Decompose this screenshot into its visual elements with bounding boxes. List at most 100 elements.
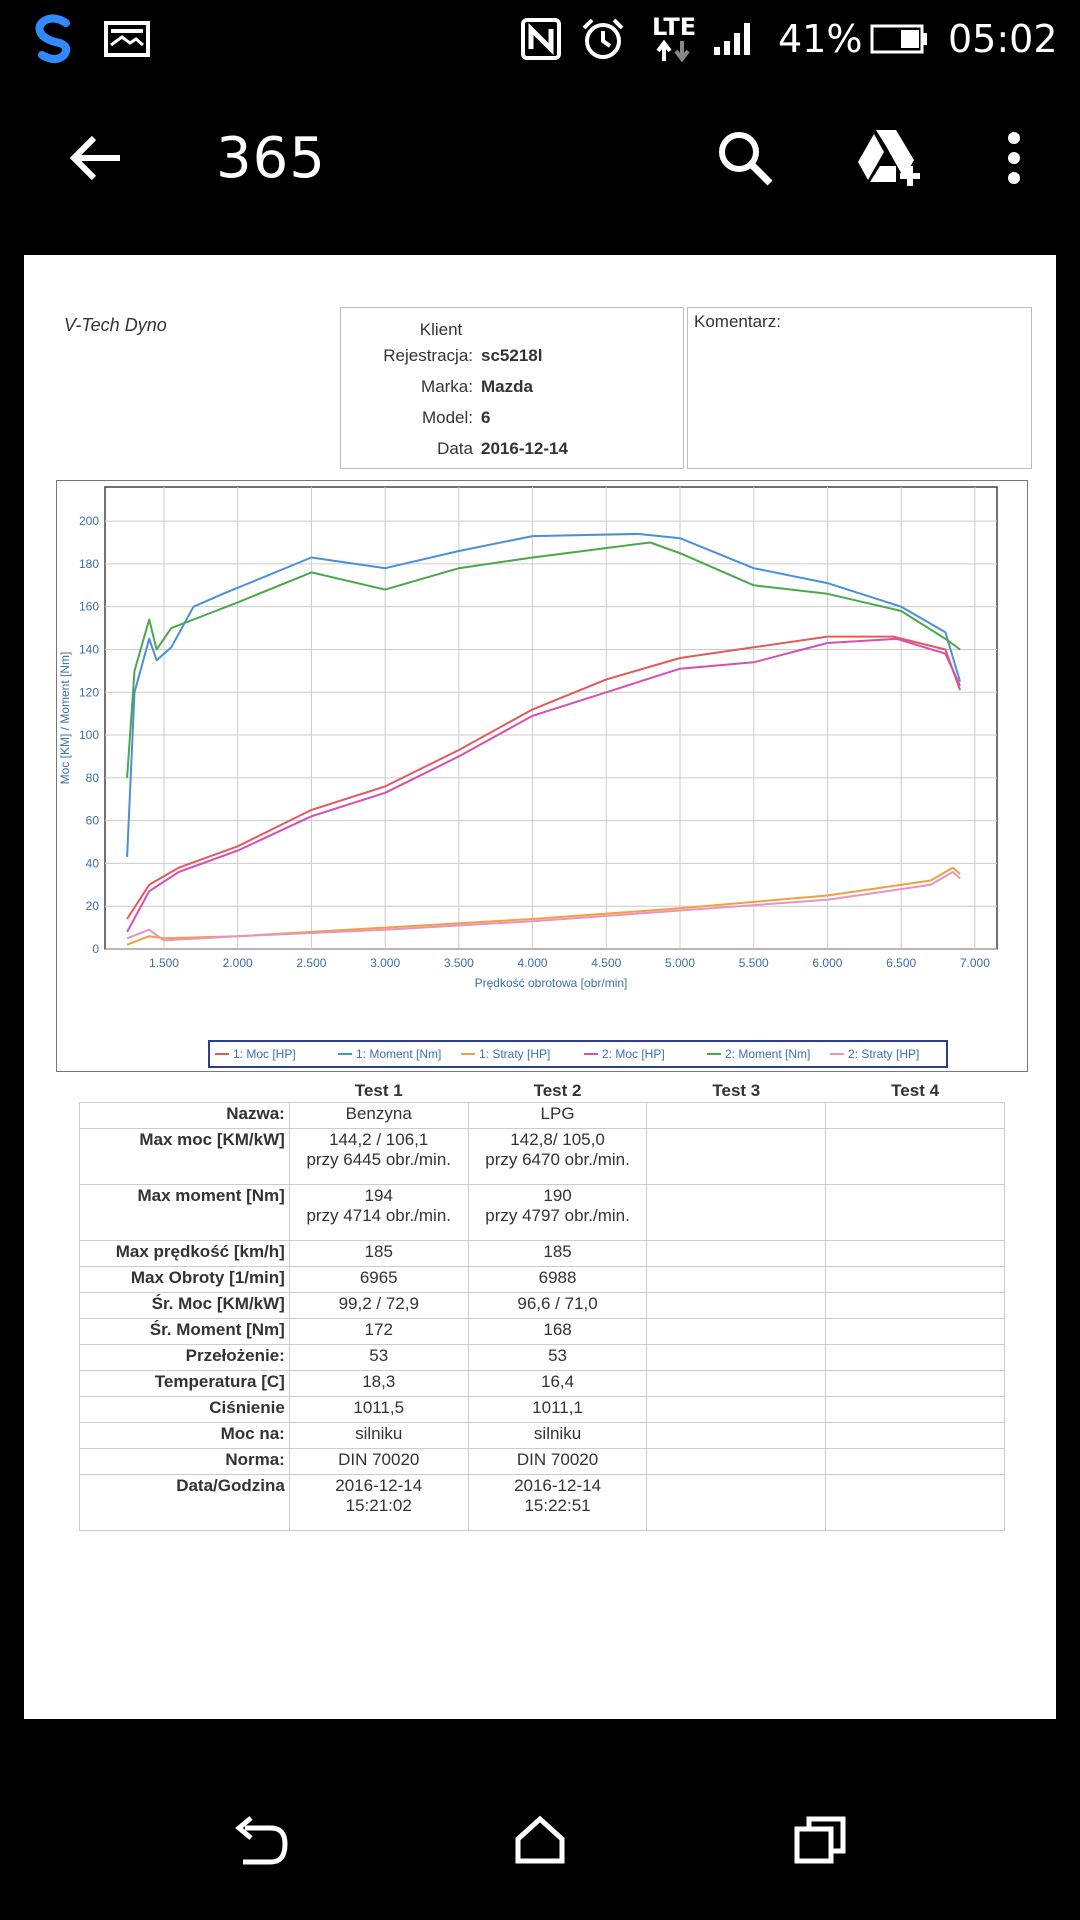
results-cell: 16,4 (467, 1370, 648, 1397)
signal-icon (712, 0, 756, 78)
results-row: Nazwa: Benzyna LPG (79, 1102, 1005, 1129)
results-cell: 185 (467, 1240, 648, 1267)
results-cell (825, 1344, 1005, 1371)
document-page[interactable]: V-Tech Dyno Klient Rejestracja: sc5218l … (24, 255, 1056, 1719)
home-nav-icon (515, 1815, 565, 1864)
y-tick-label: 200 (79, 514, 99, 528)
y-tick-label: 20 (86, 899, 100, 913)
results-cell (646, 1474, 827, 1531)
back-arrow-icon (70, 135, 120, 181)
results-row: Śr. Moment [Nm] 172 168 (79, 1318, 1005, 1345)
results-row: Max prędkość [km/h] 185 185 (79, 1240, 1005, 1267)
x-axis-label: Prędkość obrotowa [obr/min] (475, 976, 628, 990)
legend-item: 2: Moc [HP] (602, 1047, 665, 1061)
client-field-label: Data (437, 439, 473, 458)
y-tick-label: 60 (86, 814, 100, 828)
home-nav-button[interactable] (460, 1760, 620, 1920)
y-tick-label: 0 (92, 942, 99, 956)
results-cell: 18,3 (288, 1370, 469, 1397)
results-cell (825, 1396, 1005, 1423)
legend-item: 1: Moment [Nm] (356, 1047, 441, 1061)
comment-box: Komentarz: (687, 307, 1032, 469)
results-cell: 96,6 / 71,0 (467, 1292, 648, 1319)
lte-data-icon: LTE (652, 0, 696, 78)
results-cell (646, 1102, 827, 1129)
x-tick-label: 7.000 (960, 956, 990, 970)
results-row: Norma: DIN 70020 DIN 70020 (79, 1448, 1005, 1475)
client-field-value: sc5218l (481, 346, 543, 365)
results-row: Śr. Moc [KM/kW] 99,2 / 72,9 96,6 / 71,0 (79, 1292, 1005, 1319)
gallery-icon (104, 0, 150, 78)
results-cell (825, 1474, 1005, 1531)
lte-label: LTE (652, 13, 697, 41)
results-header-blank (80, 1080, 290, 1103)
back-nav-button[interactable] (180, 1760, 340, 1920)
results-cell: silniku (288, 1422, 469, 1449)
y-axis-label: Moc [KM] / Moment [Nm] (58, 652, 72, 785)
x-tick-label: 4.000 (518, 956, 548, 970)
search-button[interactable] (700, 78, 790, 238)
overflow-menu-icon (1008, 132, 1020, 184)
y-tick-label: 80 (86, 771, 100, 785)
results-cell (825, 1184, 1005, 1241)
results-header: Test 4 (825, 1080, 1005, 1103)
results-cell (825, 1318, 1005, 1345)
results-cell: 185 (288, 1240, 469, 1267)
legend-item: 2: Straty [HP] (848, 1047, 919, 1061)
nav-bar (0, 1760, 1080, 1920)
x-tick-label: 6.500 (886, 956, 916, 970)
results-row-label: Nazwa: (79, 1102, 290, 1129)
client-field-label: Rejestracja: (383, 346, 473, 365)
results-cell (646, 1266, 827, 1293)
results-cell: 142,8/ 105,0 przy 6470 obr./min. (467, 1128, 648, 1185)
results-row: Max Obroty [1/min] 6965 6988 (79, 1266, 1005, 1293)
results-row-label: Śr. Moment [Nm] (79, 1318, 290, 1345)
overflow-menu-button[interactable] (990, 78, 1038, 238)
add-to-drive-button[interactable] (840, 78, 940, 238)
results-cell: 194 przy 4714 obr./min. (288, 1184, 469, 1241)
results-row: Data/Godzina 2016-12-14 15:21:02 2016-12-1… (79, 1474, 1005, 1531)
results-table: Test 1 Test 2 Test 3 Test 4 Nazwa: Benzyn… (79, 1080, 1005, 1531)
alarm-icon (580, 0, 626, 78)
results-row-label: Data/Godzina (79, 1474, 290, 1531)
client-title: Klient (419, 320, 463, 339)
search-icon (719, 132, 773, 186)
client-box: Klient Rejestracja: sc5218l Marka: Mazda… (340, 307, 684, 469)
add-to-drive-icon (858, 130, 920, 186)
battery-icon (870, 0, 928, 78)
results-cell (825, 1292, 1005, 1319)
results-row-label: Śr. Moc [KM/kW] (79, 1292, 290, 1319)
results-cell: LPG (467, 1102, 648, 1129)
results-cell: 172 (288, 1318, 469, 1345)
results-row-label: Max moc [KM/kW] (79, 1128, 290, 1185)
series-line (126, 871, 961, 942)
x-tick-label: 2.000 (223, 956, 253, 970)
results-cell: DIN 70020 (288, 1448, 469, 1475)
recents-nav-button[interactable] (740, 1760, 900, 1920)
results-row-label: Max moment [Nm] (79, 1184, 290, 1241)
y-tick-label: 100 (79, 728, 99, 742)
results-cell: 190 przy 4797 obr./min. (467, 1184, 648, 1241)
results-row: Przełożenie: 53 53 (79, 1344, 1005, 1371)
results-cell: 1011,5 (288, 1396, 469, 1423)
results-row: Temperatura [C] 18,3 16,4 (79, 1370, 1005, 1397)
results-cell: 2016-12-14 15:21:02 (288, 1474, 469, 1531)
y-tick-label: 180 (79, 557, 99, 571)
results-cell: 168 (467, 1318, 648, 1345)
x-tick-label: 6.000 (812, 956, 842, 970)
dyno-chart: 0 20 40 60 80 100 120 140 160 180 200 1.500 2.000 2.5… (56, 480, 1028, 1072)
results-cell (825, 1128, 1005, 1185)
results-cell (646, 1448, 827, 1475)
status-bar: LTE 41% 05:02 (0, 0, 1080, 78)
results-cell (825, 1240, 1005, 1267)
back-button[interactable] (48, 78, 144, 238)
client-row: Data 2016-12-14 (341, 439, 685, 469)
results-cell: 6965 (288, 1266, 469, 1293)
client-row: Marka: Mazda (341, 377, 685, 407)
client-field-value: 6 (481, 408, 491, 427)
doc-brand: V-Tech Dyno (64, 315, 167, 335)
x-tick-label: 4.500 (591, 956, 621, 970)
x-tick-label: 5.000 (665, 956, 695, 970)
swift-key-icon (28, 0, 80, 78)
results-cell: 99,2 / 72,9 (288, 1292, 469, 1319)
